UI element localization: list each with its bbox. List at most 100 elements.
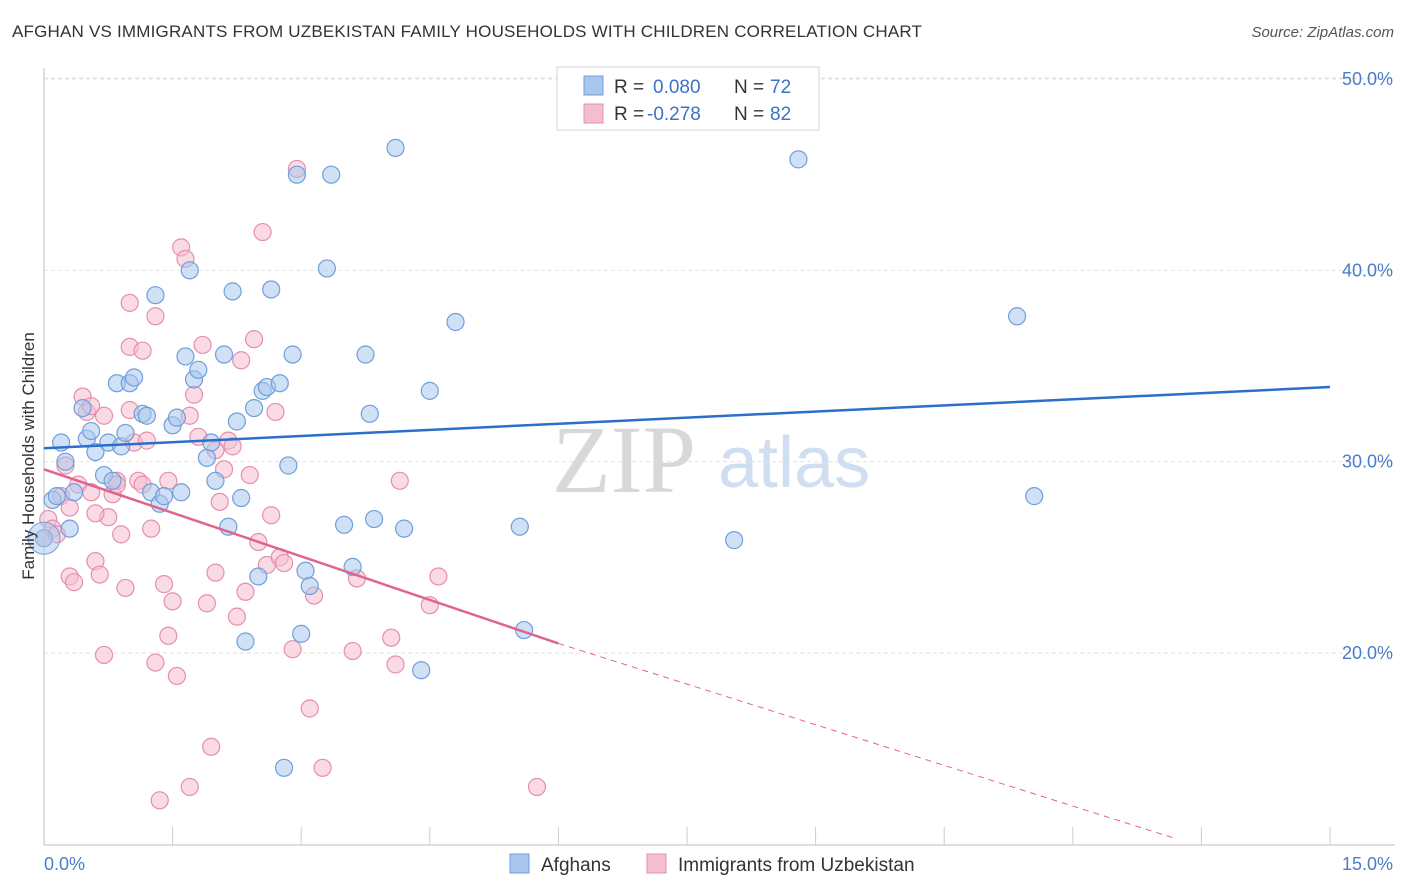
legend-n-label-2: N = [734, 104, 764, 125]
afghans-point-49 [296, 561, 315, 580]
afghans-point-62 [446, 312, 465, 332]
uzbekistan-point-75 [180, 777, 199, 797]
uzbekistan-point-35 [163, 592, 182, 611]
afghans-point-8 [86, 443, 105, 462]
afghans-point-56 [360, 404, 379, 423]
legend-bottom-swatch-uzbekistan [646, 853, 667, 874]
afghans-point-60 [412, 661, 431, 680]
legend-r-value-1: 0.080 [653, 77, 701, 98]
legend-r-value-2: -0.278 [647, 104, 701, 125]
source-credit: Source: ZipAtlas.com [1251, 24, 1394, 41]
afghans-point-55 [356, 345, 375, 364]
afghans-point-14 [116, 423, 135, 443]
afghans-point-42 [262, 280, 281, 299]
afghans-point-63 [510, 517, 529, 536]
afghans-point-66 [789, 150, 808, 169]
uzbekistan-point-46 [210, 492, 229, 511]
uzbekistan-point-42 [193, 335, 212, 355]
uzbekistan-point-32 [150, 791, 169, 810]
afghans-point-46 [283, 345, 302, 364]
afghans-point-24 [172, 483, 191, 502]
afghans-trend-line [43, 385, 1331, 450]
afghans-point-51 [317, 259, 337, 278]
afghans-point-30 [202, 433, 221, 452]
afghans-point-65 [725, 531, 744, 550]
uzbekistan-point-56 [253, 222, 272, 242]
uzbekistan-point-70 [386, 655, 405, 674]
series-afghans-points [27, 138, 1044, 777]
uzbekistan-point-33 [154, 575, 174, 594]
afghans-point-52 [322, 165, 341, 184]
uzbekistan-point-8 [64, 573, 84, 592]
uzbekistan-point-43 [197, 594, 216, 613]
watermark-atlas: atlas [718, 423, 870, 503]
uzbekistan-point-61 [274, 553, 294, 573]
uzbekistan-trend-line [43, 468, 559, 645]
afghans-point-31 [206, 471, 225, 490]
uzbekistan-point-28 [137, 431, 156, 450]
afghans-point-36 [232, 488, 251, 508]
afghans-point-69 [64, 483, 84, 502]
uzbekistan-trend-extension [558, 642, 1176, 840]
afghans-point-35 [227, 412, 246, 431]
watermark: ZIP atlas [552, 406, 870, 513]
uzbekistan-point-34 [159, 626, 178, 645]
uzbekistan-point-74 [527, 777, 547, 797]
afghans-point-48 [292, 624, 311, 643]
legend-n-label-1: N = [734, 77, 764, 98]
afghans-point-45 [279, 456, 298, 475]
uzbekistan-point-62 [283, 640, 302, 659]
chart-title: AFGHAN VS IMMIGRANTS FROM UZBEKISTAN FAM… [12, 22, 923, 41]
afghans-point-61 [420, 381, 439, 400]
legend-swatch-afghans [583, 75, 604, 96]
uzbekistan-point-54 [244, 330, 264, 349]
legend-n-value-2: 82 [770, 104, 791, 125]
legend-r-label-1: R = [614, 77, 644, 98]
afghans-point-58 [386, 138, 405, 157]
uzbekistan-point-49 [223, 437, 242, 456]
afghans-point-71 [167, 408, 186, 427]
uzbekistan-point-50 [227, 607, 246, 626]
y-axis-label: Family Households with Children [19, 332, 38, 580]
uzbekistan-point-16 [94, 645, 114, 665]
x-tick-label-0: 0.0% [44, 854, 85, 874]
legend-n-value-1: 72 [770, 77, 791, 98]
uzbekistan-point-36 [167, 666, 186, 686]
uzbekistan-point-31 [146, 653, 165, 672]
legend-bottom-label-uzbekistan: Immigrants from Uzbekistan [678, 855, 915, 876]
uzbekistan-point-69 [382, 628, 401, 647]
y-tick-label-2: 40.0% [1342, 260, 1393, 280]
uzbekistan-point-71 [390, 471, 409, 490]
afghans-point-20 [146, 286, 165, 305]
afghans-point-9 [82, 421, 101, 441]
uzbekistan-point-67 [343, 641, 362, 661]
uzbekistan-point-73 [429, 567, 448, 586]
afghans-point-16 [124, 368, 144, 387]
afghans-point-25 [176, 347, 195, 366]
legend-bottom: Afghans Immigrants from Uzbekistan [509, 853, 915, 876]
afghans-point-4 [60, 519, 79, 538]
uzbekistan-point-17 [94, 406, 114, 425]
afghans-point-43 [270, 374, 289, 393]
uzbekistan-point-45 [206, 563, 225, 582]
x-tick-label-1: 15.0% [1342, 854, 1393, 874]
legend-top: R = 0.080 N = 72 R = -0.278 N = 82 [556, 66, 820, 131]
afghans-point-37 [236, 632, 255, 651]
afghans-point-47 [287, 165, 307, 184]
uzbekistan-point-29 [142, 519, 161, 538]
uzbekistan-point-30 [146, 307, 165, 326]
uzbekistan-point-51 [232, 351, 251, 370]
afghans-point-29 [197, 448, 216, 467]
afghans-point-39 [249, 567, 268, 586]
uzbekistan-point-21 [112, 525, 131, 544]
y-tick-label-3: 50.0% [1342, 69, 1393, 89]
uzbekistan-point-59 [266, 402, 285, 422]
uzbekistan-point-44 [202, 737, 221, 756]
uzbekistan-point-23 [120, 293, 139, 312]
afghans-point-68 [1025, 487, 1044, 506]
trend-lines [43, 385, 1331, 840]
uzbekistan-point-79 [86, 504, 105, 523]
legend-bottom-swatch-afghans [509, 853, 530, 874]
uzbekistan-point-66 [313, 758, 332, 777]
